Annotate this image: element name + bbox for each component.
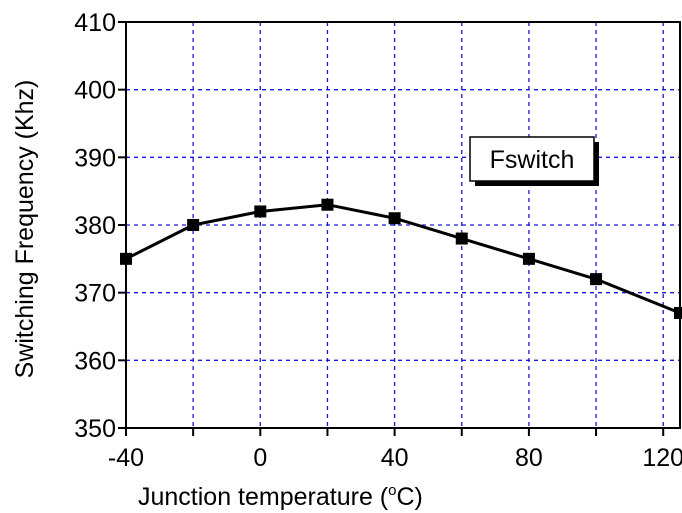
x-tick-label: 120 bbox=[642, 444, 682, 472]
y-tick-label: 370 bbox=[74, 280, 116, 308]
data-point-marker bbox=[321, 198, 334, 211]
series-line bbox=[125, 203, 681, 315]
x-tick-label: 40 bbox=[381, 444, 409, 472]
data-point-marker bbox=[187, 219, 200, 231]
data-point-marker bbox=[120, 252, 132, 265]
data-point-marker bbox=[590, 273, 603, 286]
legend-label: Fswitch bbox=[490, 146, 575, 174]
x-tick-label: 80 bbox=[515, 444, 543, 472]
ticks-layer: 350 360 370 380 390 400 410 -40 0 40 80 120 bbox=[74, 9, 682, 472]
grid-layer bbox=[126, 22, 680, 428]
y-axis-title: Switching Frequency (Khz) bbox=[11, 80, 39, 379]
data-point-marker bbox=[674, 306, 682, 319]
x-axis-title-superscript: o bbox=[388, 482, 396, 499]
data-point-marker bbox=[254, 205, 267, 218]
x-tick-label: 0 bbox=[253, 444, 267, 472]
y-tick-label: 390 bbox=[74, 144, 116, 172]
y-tick-label: 410 bbox=[74, 9, 116, 37]
data-point-marker bbox=[522, 252, 535, 265]
series-layer bbox=[120, 198, 682, 319]
data-point-marker bbox=[388, 212, 401, 225]
y-tick-label: 380 bbox=[74, 212, 116, 240]
x-axis-title-part-1: Junction temperature ( bbox=[138, 483, 389, 511]
x-axis-title-part-2: C) bbox=[396, 483, 422, 511]
y-tick-label: 400 bbox=[74, 77, 116, 105]
y-tick-label: 360 bbox=[74, 347, 116, 375]
y-tick-label: 350 bbox=[74, 415, 116, 443]
x-tick-label: -40 bbox=[108, 444, 144, 472]
x-axis-title: Junction temperature (oC) bbox=[138, 482, 423, 511]
data-point-marker bbox=[455, 232, 468, 245]
legend: Fswitch bbox=[469, 136, 599, 186]
legend-box bbox=[469, 136, 595, 182]
